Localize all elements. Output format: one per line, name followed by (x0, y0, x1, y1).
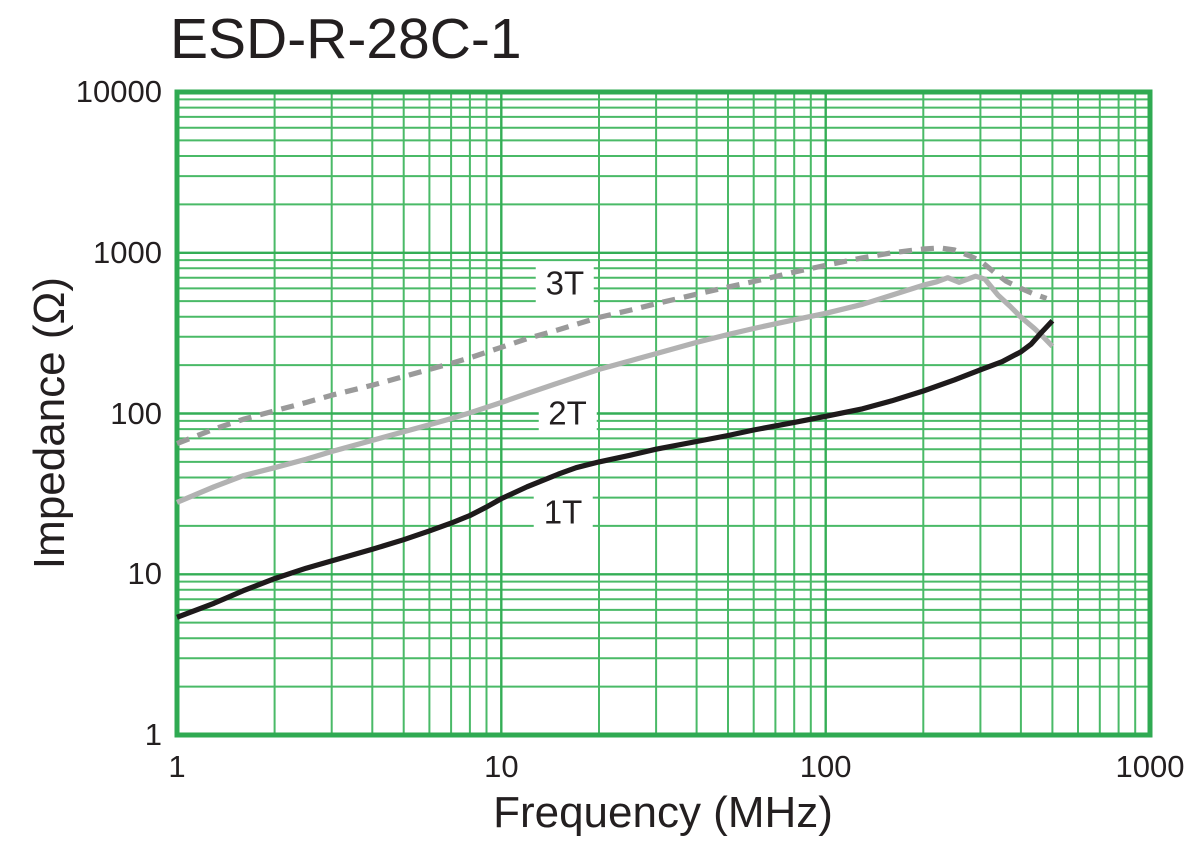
x-tick-label-10: 10 (484, 749, 519, 784)
curve-label-1t: 1T (533, 493, 593, 533)
y-tick-label-10000: 10000 (75, 74, 162, 109)
x-tick-label-100: 100 (799, 749, 852, 784)
x-tick-label-1000: 1000 (1115, 749, 1185, 784)
y-tick-label-1: 1 (144, 717, 162, 752)
curve-2t (175, 273, 1055, 505)
y-tick-label-1000: 1000 (93, 234, 162, 270)
y-tick-label-10: 10 (127, 556, 162, 592)
curve-1t (176, 318, 1055, 620)
curve-3t (176, 245, 1048, 447)
y-tick-label-100: 100 (110, 395, 162, 431)
x-axis-title: Frequency (MHz) (493, 788, 833, 837)
x-tick-label-1: 1 (168, 749, 186, 784)
plot-border (174, 89, 1153, 738)
curve-label-3t: 3T (535, 264, 595, 304)
chart-title: ESD-R-28C-1 (170, 7, 522, 71)
grid-major-lines (177, 92, 1150, 735)
curve-label-2t: 2T (538, 394, 597, 434)
